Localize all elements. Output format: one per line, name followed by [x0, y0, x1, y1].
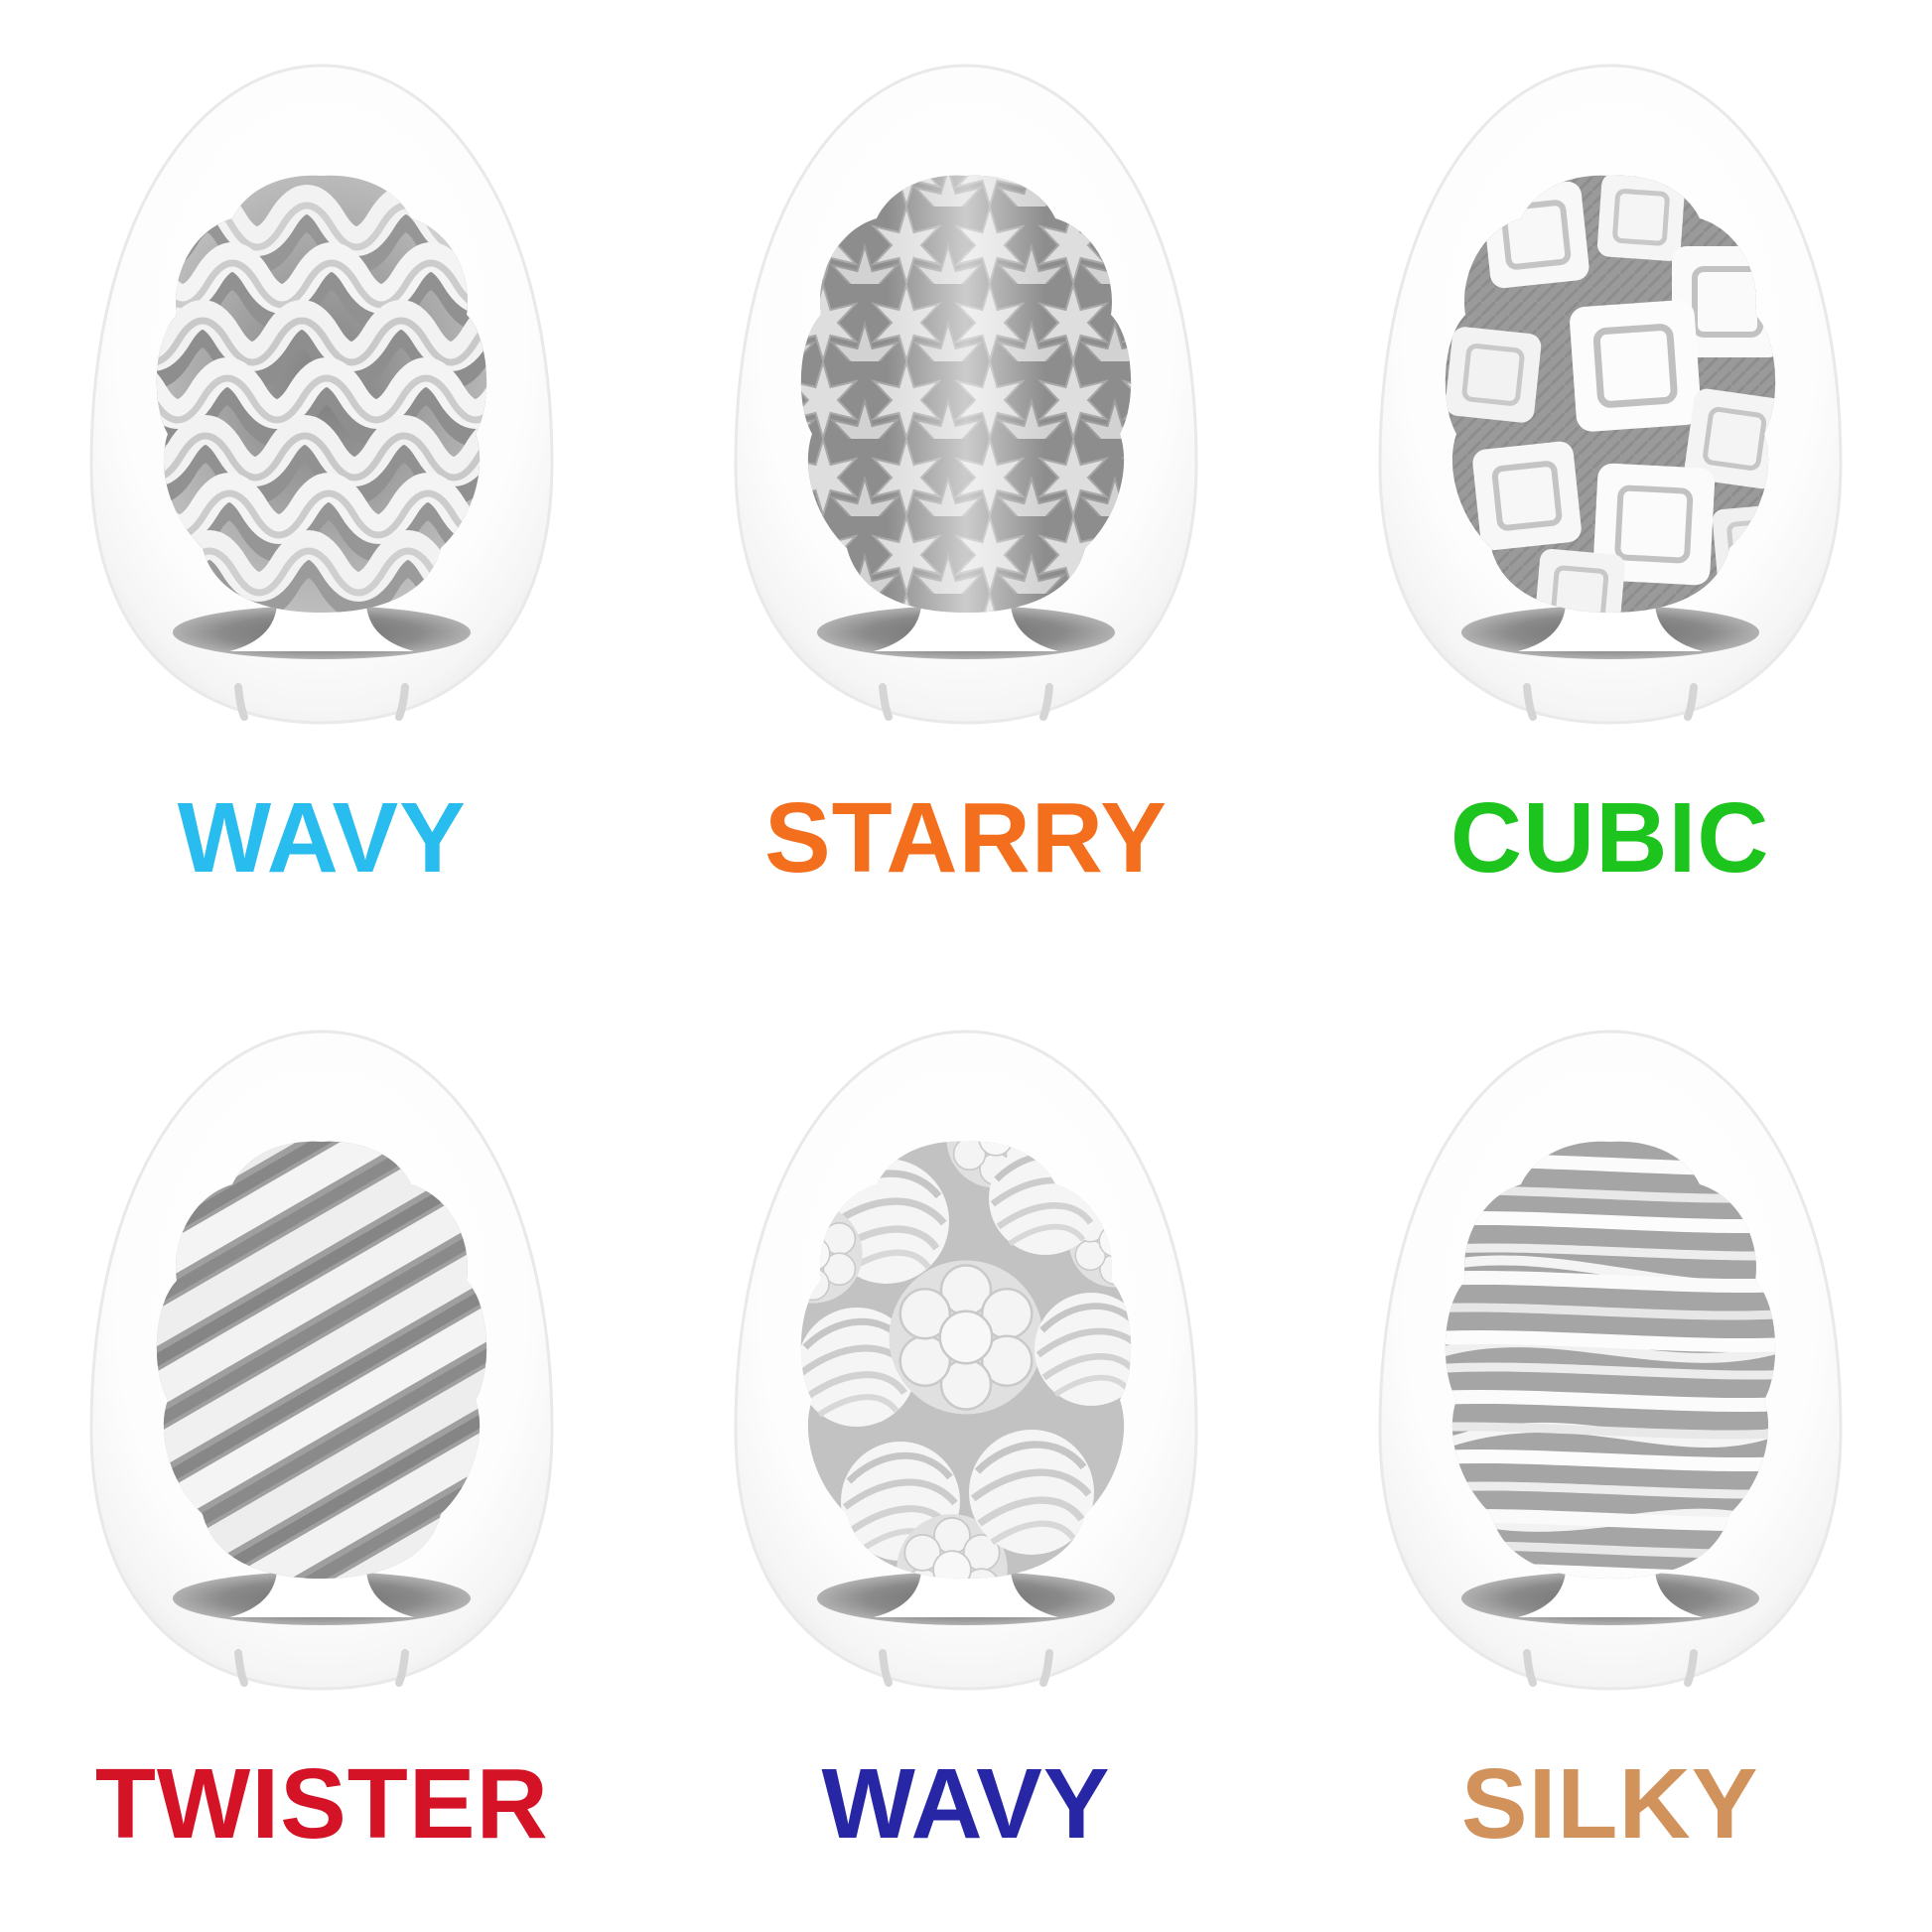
egg-spiral-bands-image	[89, 1030, 554, 1691]
starry-texture	[800, 175, 1132, 613]
product-cell-wavy-cyan: WAVY	[0, 0, 644, 966]
egg-threads-image	[1378, 1030, 1843, 1691]
product-label-starry: STARRY	[763, 782, 1168, 894]
wavy-texture	[157, 175, 487, 613]
egg-wavy-ridges-image	[89, 64, 554, 725]
product-cell-cubic: CUBIC	[1288, 0, 1932, 966]
product-label-twister: TWISTER	[94, 1748, 549, 1860]
product-cell-starry: STARRY	[644, 0, 1289, 966]
product-cell-twister: TWISTER	[0, 966, 644, 1932]
silky-texture	[1445, 1141, 1775, 1579]
product-label-silky: SILKY	[1460, 1748, 1759, 1860]
product-cell-silky: SILKY	[1288, 966, 1932, 1932]
egg-star-studs-image	[734, 64, 1198, 725]
cubic-texture	[1445, 175, 1775, 613]
egg-swirl-balls-image	[734, 1030, 1198, 1691]
product-label-wavy-blue: WAVY	[821, 1748, 1111, 1860]
product-label-wavy-cyan: WAVY	[177, 782, 467, 894]
product-label-cubic: CUBIC	[1449, 782, 1770, 894]
balls-texture	[800, 1141, 1132, 1579]
egg-cubes-image	[1378, 64, 1843, 725]
product-cell-wavy-blue: WAVY	[644, 966, 1289, 1932]
